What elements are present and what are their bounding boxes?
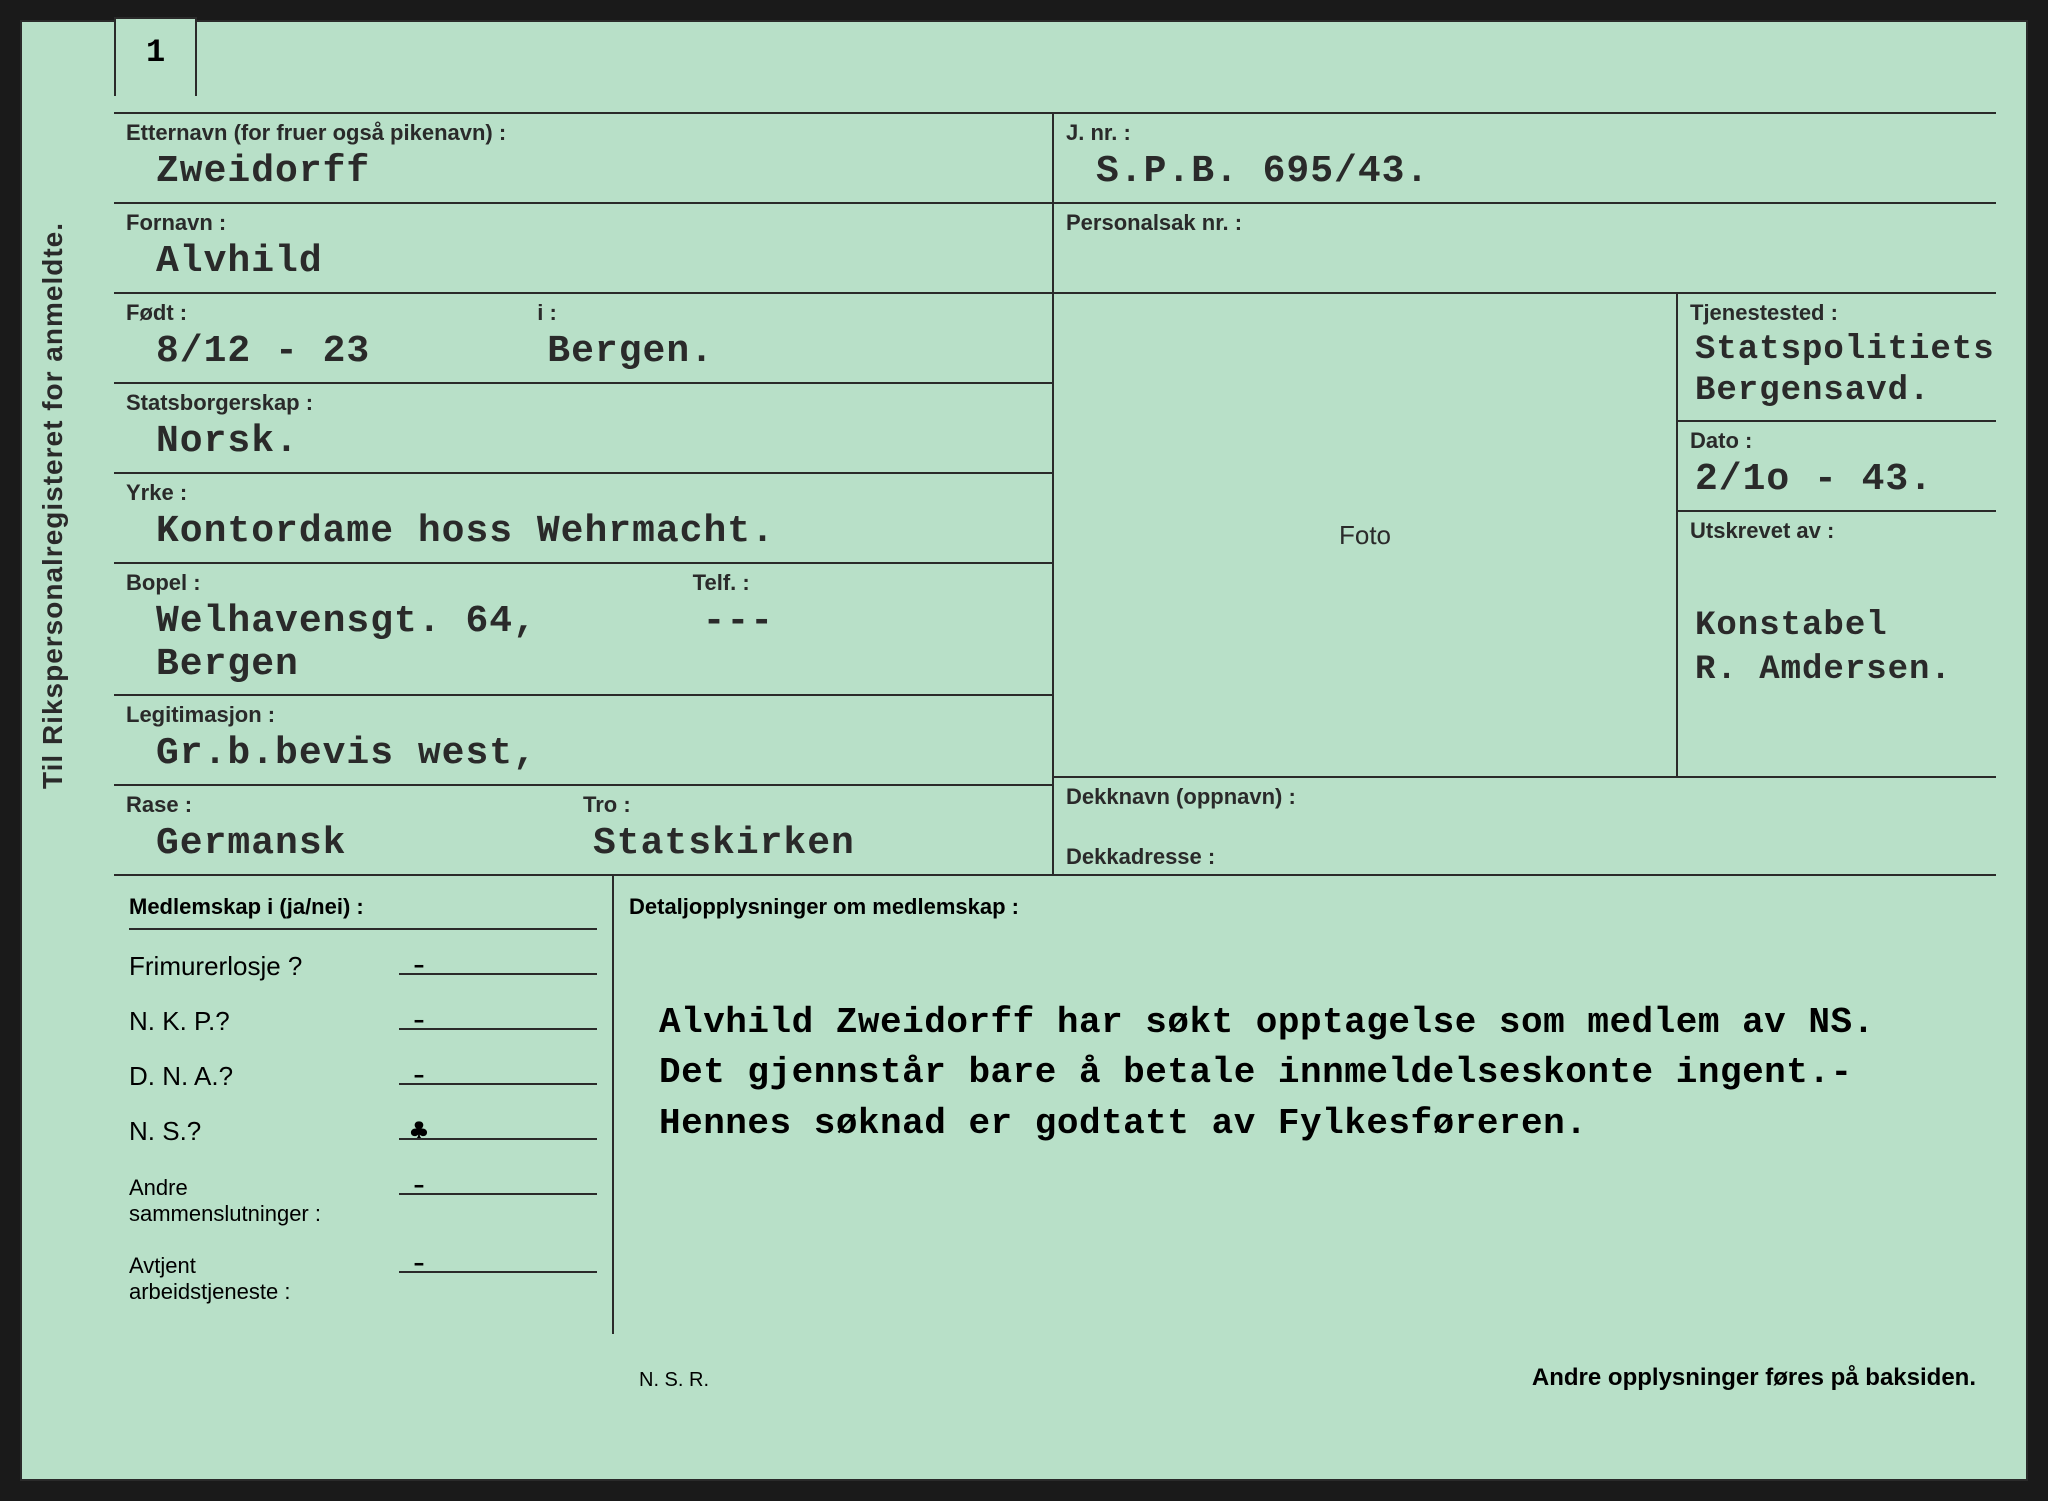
value-dna: - — [359, 1058, 439, 1095]
underline — [399, 1193, 597, 1195]
value-avtjent: - — [359, 1246, 439, 1283]
label-dekkadresse: Dekkadresse : — [1066, 844, 1984, 870]
row-avtjent: Avtjent arbeidstjeneste : - — [129, 1246, 597, 1306]
membership-left: Medlemskap i (ja/nei) : Frimurerlosje ? … — [114, 876, 614, 1334]
label-dato: Dato : — [1690, 428, 1984, 454]
value-nkp: - — [359, 1003, 439, 1040]
label-fodt-i: i : — [537, 300, 1040, 326]
label-fornavn: Fornavn : — [126, 210, 1040, 236]
label-legitimasjon: Legitimasjon : — [126, 702, 1040, 728]
row-nkp: N. K. P.? - — [129, 1003, 597, 1040]
underline — [399, 1271, 597, 1273]
left-column: Etternavn (for fruer også pikenavn) : Zw… — [114, 114, 1054, 874]
right-info-stack: Tjenestested : Statspolitiets Bergensavd… — [1676, 294, 1996, 776]
value-fodt: 8/12 - 23 — [126, 330, 537, 374]
label-dna: D. N. A.? — [129, 1061, 359, 1092]
value-frimurer: - — [359, 948, 439, 985]
label-rase: Rase : — [126, 792, 583, 818]
field-jnr: J. nr. : S.P.B. 695/43. — [1054, 114, 1996, 204]
value-andre: - — [359, 1168, 439, 1205]
label-personalsak: Personalsak nr. : — [1066, 210, 1984, 236]
field-yrke: Yrke : Kontordame hoss Wehrmacht. — [114, 474, 1052, 564]
row-dna: D. N. A.? - — [129, 1058, 597, 1095]
card-body: 1 Etternavn (for fruer også pikenavn) : … — [84, 22, 2026, 1479]
value-fornavn: Alvhild — [126, 240, 1040, 284]
row-ns: N. S.? ♣ — [129, 1113, 597, 1150]
label-medlemskap: Medlemskap i (ja/nei) : — [129, 886, 597, 930]
label-nkp: N. K. P.? — [129, 1006, 359, 1037]
value-utskrevet: Konstabel R. Amdersen. — [1690, 604, 1984, 692]
field-fornavn: Fornavn : Alvhild — [114, 204, 1052, 294]
field-tjenestested: Tjenestested : Statspolitiets Bergensavd… — [1678, 294, 1996, 422]
label-telf: Telf. : — [693, 570, 1040, 596]
value-detalj: Alvhild Zweidorff har søkt opptagelse so… — [629, 938, 1981, 1159]
photo-placeholder: Foto — [1054, 294, 1676, 776]
footer-row: N. S. R. Andre opplysninger føres på bak… — [114, 1354, 1996, 1392]
field-legitimasjon: Legitimasjon : Gr.b.bevis west, — [114, 696, 1052, 786]
label-baksiden: Andre opplysninger føres på baksiden. — [1532, 1364, 1976, 1392]
field-dato: Dato : 2/1o - 43. — [1678, 422, 1996, 512]
value-jnr: S.P.B. 695/43. — [1066, 150, 1984, 194]
value-rase: Germansk — [126, 822, 583, 866]
label-ns: N. S.? — [129, 1116, 359, 1147]
field-dekknavn: Dekknavn (oppnavn) : Dekkadresse : — [1054, 778, 1996, 874]
photo-section: Foto Tjenestested : Statspolitiets Berge… — [1054, 294, 1996, 778]
field-personalsak: Personalsak nr. : — [1054, 204, 1996, 294]
field-etternavn: Etternavn (for fruer også pikenavn) : Zw… — [114, 114, 1052, 204]
field-statsborgerskap: Statsborgerskap : Norsk. — [114, 384, 1052, 474]
label-utskrevet: Utskrevet av : — [1690, 518, 1984, 544]
value-bopel: Welhavensgt. 64, Bergen — [126, 600, 693, 686]
value-tro: Statskirken — [583, 822, 1040, 866]
underline — [399, 973, 597, 975]
value-personalsak — [1066, 240, 1984, 284]
underline — [399, 1083, 597, 1085]
label-yrke: Yrke : — [126, 480, 1040, 506]
value-statsborgerskap: Norsk. — [126, 420, 1040, 464]
label-frimurer: Frimurerlosje ? — [129, 951, 359, 982]
label-avtjent: Avtjent arbeidstjeneste : — [129, 1253, 359, 1306]
underline — [399, 1028, 597, 1030]
row-andre: Andre sammenslutninger : - — [129, 1168, 597, 1228]
side-vertical-label: Til Rikspersonalregisteret for anmeldte. — [22, 202, 84, 809]
label-detalj: Detaljopplysninger om medlemskap : — [629, 886, 1981, 928]
label-nsr: N. S. R. — [639, 1369, 709, 1392]
value-telf: --- — [693, 600, 1040, 644]
label-andre: Andre sammenslutninger : — [129, 1175, 359, 1228]
tab-number: 1 — [114, 17, 197, 96]
label-bopel: Bopel : — [126, 570, 693, 596]
value-etternavn: Zweidorff — [126, 150, 1040, 194]
row-frimurer: Frimurerlosje ? - — [129, 948, 597, 985]
value-tjenestested: Statspolitiets Bergensavd. — [1690, 330, 1984, 412]
value-fodt-i: Bergen. — [537, 330, 1040, 374]
value-dato: 2/1o - 43. — [1690, 458, 1984, 502]
label-jnr: J. nr. : — [1066, 120, 1984, 146]
underline — [399, 1138, 597, 1140]
label-statsborgerskap: Statsborgerskap : — [126, 390, 1040, 416]
field-fodt: Født : 8/12 - 23 i : Bergen. — [114, 294, 1052, 384]
field-rase-tro: Rase : Germansk Tro : Statskirken — [114, 786, 1052, 874]
label-dekknavn: Dekknavn (oppnavn) : — [1066, 784, 1984, 810]
registration-card: Til Rikspersonalregisteret for anmeldte.… — [20, 20, 2028, 1481]
value-yrke: Kontordame hoss Wehrmacht. — [126, 510, 1040, 554]
label-etternavn: Etternavn (for fruer også pikenavn) : — [126, 120, 1040, 146]
membership-section: Medlemskap i (ja/nei) : Frimurerlosje ? … — [114, 874, 1996, 1334]
value-ns: ♣ — [359, 1113, 439, 1150]
main-grid: Etternavn (for fruer også pikenavn) : Zw… — [114, 112, 1996, 874]
field-utskrevet: Utskrevet av : Konstabel R. Amdersen. — [1678, 512, 1996, 776]
right-column: J. nr. : S.P.B. 695/43. Personalsak nr. … — [1054, 114, 1996, 874]
membership-right: Detaljopplysninger om medlemskap : Alvhi… — [614, 876, 1996, 1334]
value-dekknavn — [1066, 814, 1984, 844]
label-tjenestested: Tjenestested : — [1690, 300, 1984, 326]
value-legitimasjon: Gr.b.bevis west, — [126, 732, 1040, 776]
label-tro: Tro : — [583, 792, 1040, 818]
field-bopel: Bopel : Welhavensgt. 64, Bergen Telf. : … — [114, 564, 1052, 696]
label-fodt: Født : — [126, 300, 537, 326]
